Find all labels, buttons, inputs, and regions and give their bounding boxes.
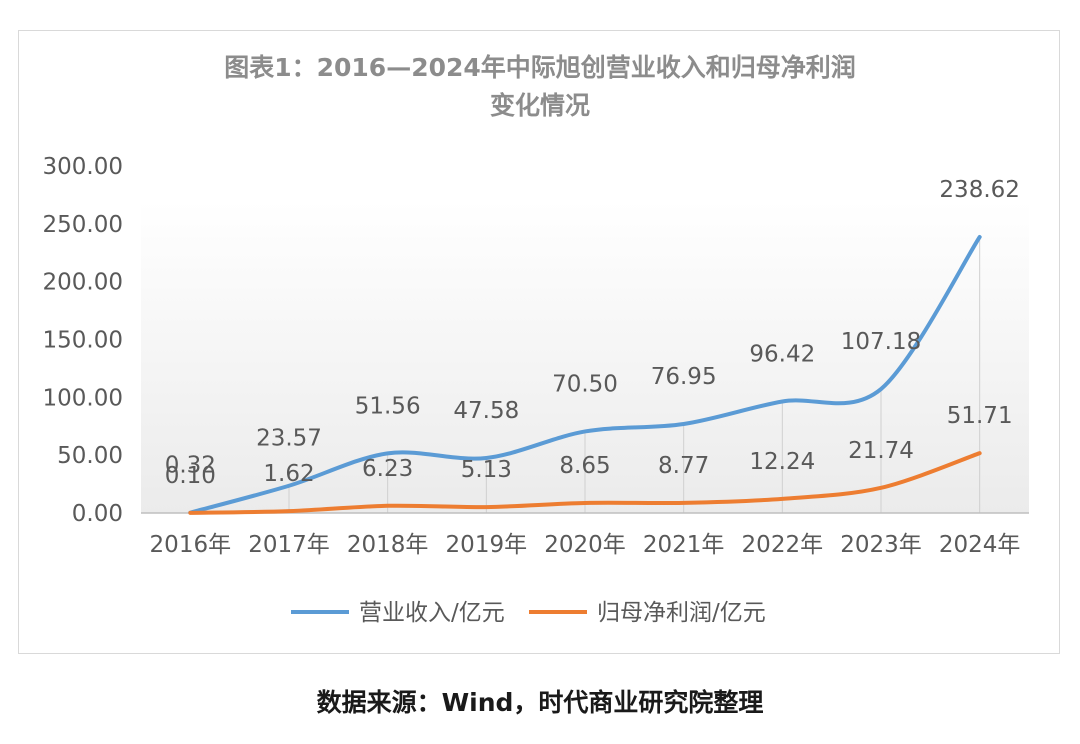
x-tick-label: 2023年 bbox=[840, 532, 922, 558]
net-profit-data-label: 5.13 bbox=[461, 457, 512, 483]
revenue-data-label: 0.32 bbox=[165, 453, 216, 479]
y-tick-label: 0.00 bbox=[72, 501, 123, 527]
y-tick-label: 250.00 bbox=[43, 212, 123, 238]
revenue-data-label: 96.42 bbox=[749, 341, 815, 367]
net-profit-data-label: 51.71 bbox=[947, 403, 1013, 429]
revenue-data-label: 76.95 bbox=[651, 364, 717, 390]
x-tick-label: 2016年 bbox=[150, 532, 232, 558]
net-profit-data-label: 8.65 bbox=[559, 453, 610, 479]
revenue-data-label: 70.50 bbox=[552, 371, 618, 397]
net-profit-legend-label: 归母净利润/亿元 bbox=[597, 600, 766, 626]
net-profit-data-label: 12.24 bbox=[749, 449, 815, 475]
revenue-data-label: 23.57 bbox=[256, 426, 322, 452]
x-tick-label: 2020年 bbox=[544, 532, 626, 558]
chart-title-line-2: 变化情况 bbox=[490, 91, 590, 120]
net-profit-data-label: 6.23 bbox=[362, 456, 413, 482]
revenue-data-label: 47.58 bbox=[453, 398, 519, 424]
x-tick-label: 2024年 bbox=[939, 532, 1021, 558]
net-profit-data-label: 0.10 bbox=[165, 463, 216, 489]
revenue-legend-label: 营业收入/亿元 bbox=[359, 600, 505, 626]
net-profit-data-label: 1.62 bbox=[263, 461, 314, 487]
x-tick-label: 2021年 bbox=[643, 532, 725, 558]
net-profit-line bbox=[188, 451, 982, 515]
chart-frame: 图表1：2016—2024年中际旭创营业收入和归母净利润 变化情况 0.00 50… bbox=[18, 30, 1060, 654]
source-caption: 数据来源：Wind，时代商业研究院整理 bbox=[316, 688, 764, 717]
y-tick-label: 50.00 bbox=[57, 443, 123, 469]
revenue-data-label: 107.18 bbox=[841, 329, 921, 355]
net-profit-data-label: 21.74 bbox=[848, 438, 914, 464]
y-tick-label: 300.00 bbox=[43, 154, 123, 180]
revenue-line bbox=[188, 234, 982, 515]
x-tick-label: 2018年 bbox=[347, 532, 429, 558]
x-tick-label: 2019年 bbox=[446, 532, 528, 558]
y-tick-label: 100.00 bbox=[43, 385, 123, 411]
revenue-data-label: 51.56 bbox=[355, 393, 421, 419]
revenue-data-label: 238.62 bbox=[939, 177, 1019, 203]
chart-title-line-1: 图表1：2016—2024年中际旭创营业收入和归母净利润 bbox=[224, 53, 856, 82]
y-tick-label: 150.00 bbox=[43, 328, 123, 354]
x-tick-label: 2022年 bbox=[742, 532, 824, 558]
x-tick-label: 2017年 bbox=[248, 532, 330, 558]
y-tick-label: 200.00 bbox=[43, 270, 123, 296]
line-chart: 图表1：2016—2024年中际旭创营业收入和归母净利润 变化情况 0.00 50… bbox=[43, 53, 1029, 626]
net-profit-data-label: 8.77 bbox=[658, 453, 709, 479]
